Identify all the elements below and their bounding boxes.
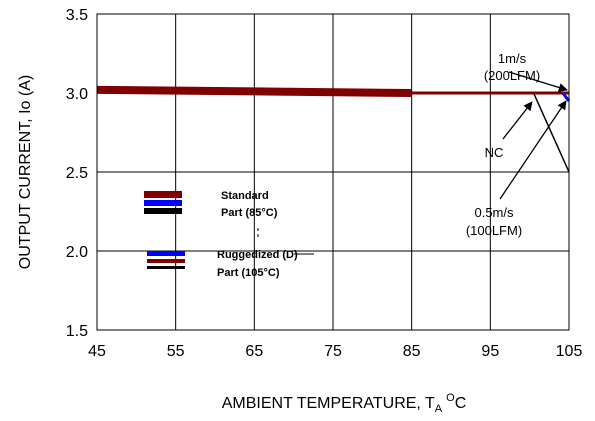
legend-swatch-ruggedized-blue [147,251,185,256]
annotation-arrow-1m-s [508,71,568,92]
x-tick-label: 85 [403,343,421,360]
x-axis-title-subscript: A [435,403,443,415]
annotation-1m-s: 1m/s [498,51,527,66]
legend-swatch-ruggedized-maroon [147,259,185,263]
plot-frame [96,13,570,331]
y-tick-labels: 1.5 2.0 2.5 3.0 3.5 [66,7,88,340]
y-tick-label: 3.0 [66,86,88,103]
legend-label-standard: Standard [221,190,269,202]
y-axis-title: OUTPUT CURRENT, Io (A) [17,75,34,269]
annotation-200lfm: (200LFM) [484,68,540,83]
legend-label-ruggedized-part: Part (105°C) [217,267,280,279]
x-axis-title-superscript: O [446,392,455,404]
series-line-nc [532,92,570,173]
x-axis-title: AMBIENT TEMPERATURE, TAOC [222,392,467,415]
series-line-standard-maroon [96,85,412,97]
annotation-100lfm: (100LFM) [466,223,522,238]
series-layer [96,85,571,173]
x-axis-title-unit: C [455,395,467,412]
legend: Standard Part (85°C) Ruggedized (D) Part… [144,190,314,279]
x-tick-label: 75 [324,343,342,360]
legend-swatch-standard-black [144,208,182,214]
x-axis-title-main: AMBIENT TEMPERATURE, T [222,395,435,412]
series-line-ruggedized-blue [561,92,571,102]
x-tick-label: 105 [556,343,583,360]
annotation-arrow-nc [502,101,533,140]
x-tick-label: 65 [245,343,263,360]
x-tick-labels: 45 55 65 75 85 95 105 [88,343,582,360]
x-tick-label: 45 [88,343,106,360]
y-tick-label: 2.5 [66,165,88,182]
legend-label-ruggedized: Ruggedized (D) [217,249,298,261]
legend-swatch-standard-blue [144,200,182,206]
annotation-0-5m-s: 0.5m/s [474,205,514,220]
legend-label-standard-part: Part (85°C) [221,207,278,219]
legend-swatch-standard-maroon [144,191,182,198]
annotations: 1m/s (200LFM) NC 0.5m/s (100LFM) [466,51,568,238]
annotation-arrow-0-5m-s [499,100,567,200]
y-tick-label: 2.0 [66,244,88,261]
x-tick-label: 55 [167,343,185,360]
x-tick-label: 95 [481,343,499,360]
annotation-nc: NC [485,145,504,160]
legend-swatch-ruggedized-black [147,266,185,269]
y-tick-label: 1.5 [66,323,88,340]
y-tick-label: 3.5 [66,7,88,24]
